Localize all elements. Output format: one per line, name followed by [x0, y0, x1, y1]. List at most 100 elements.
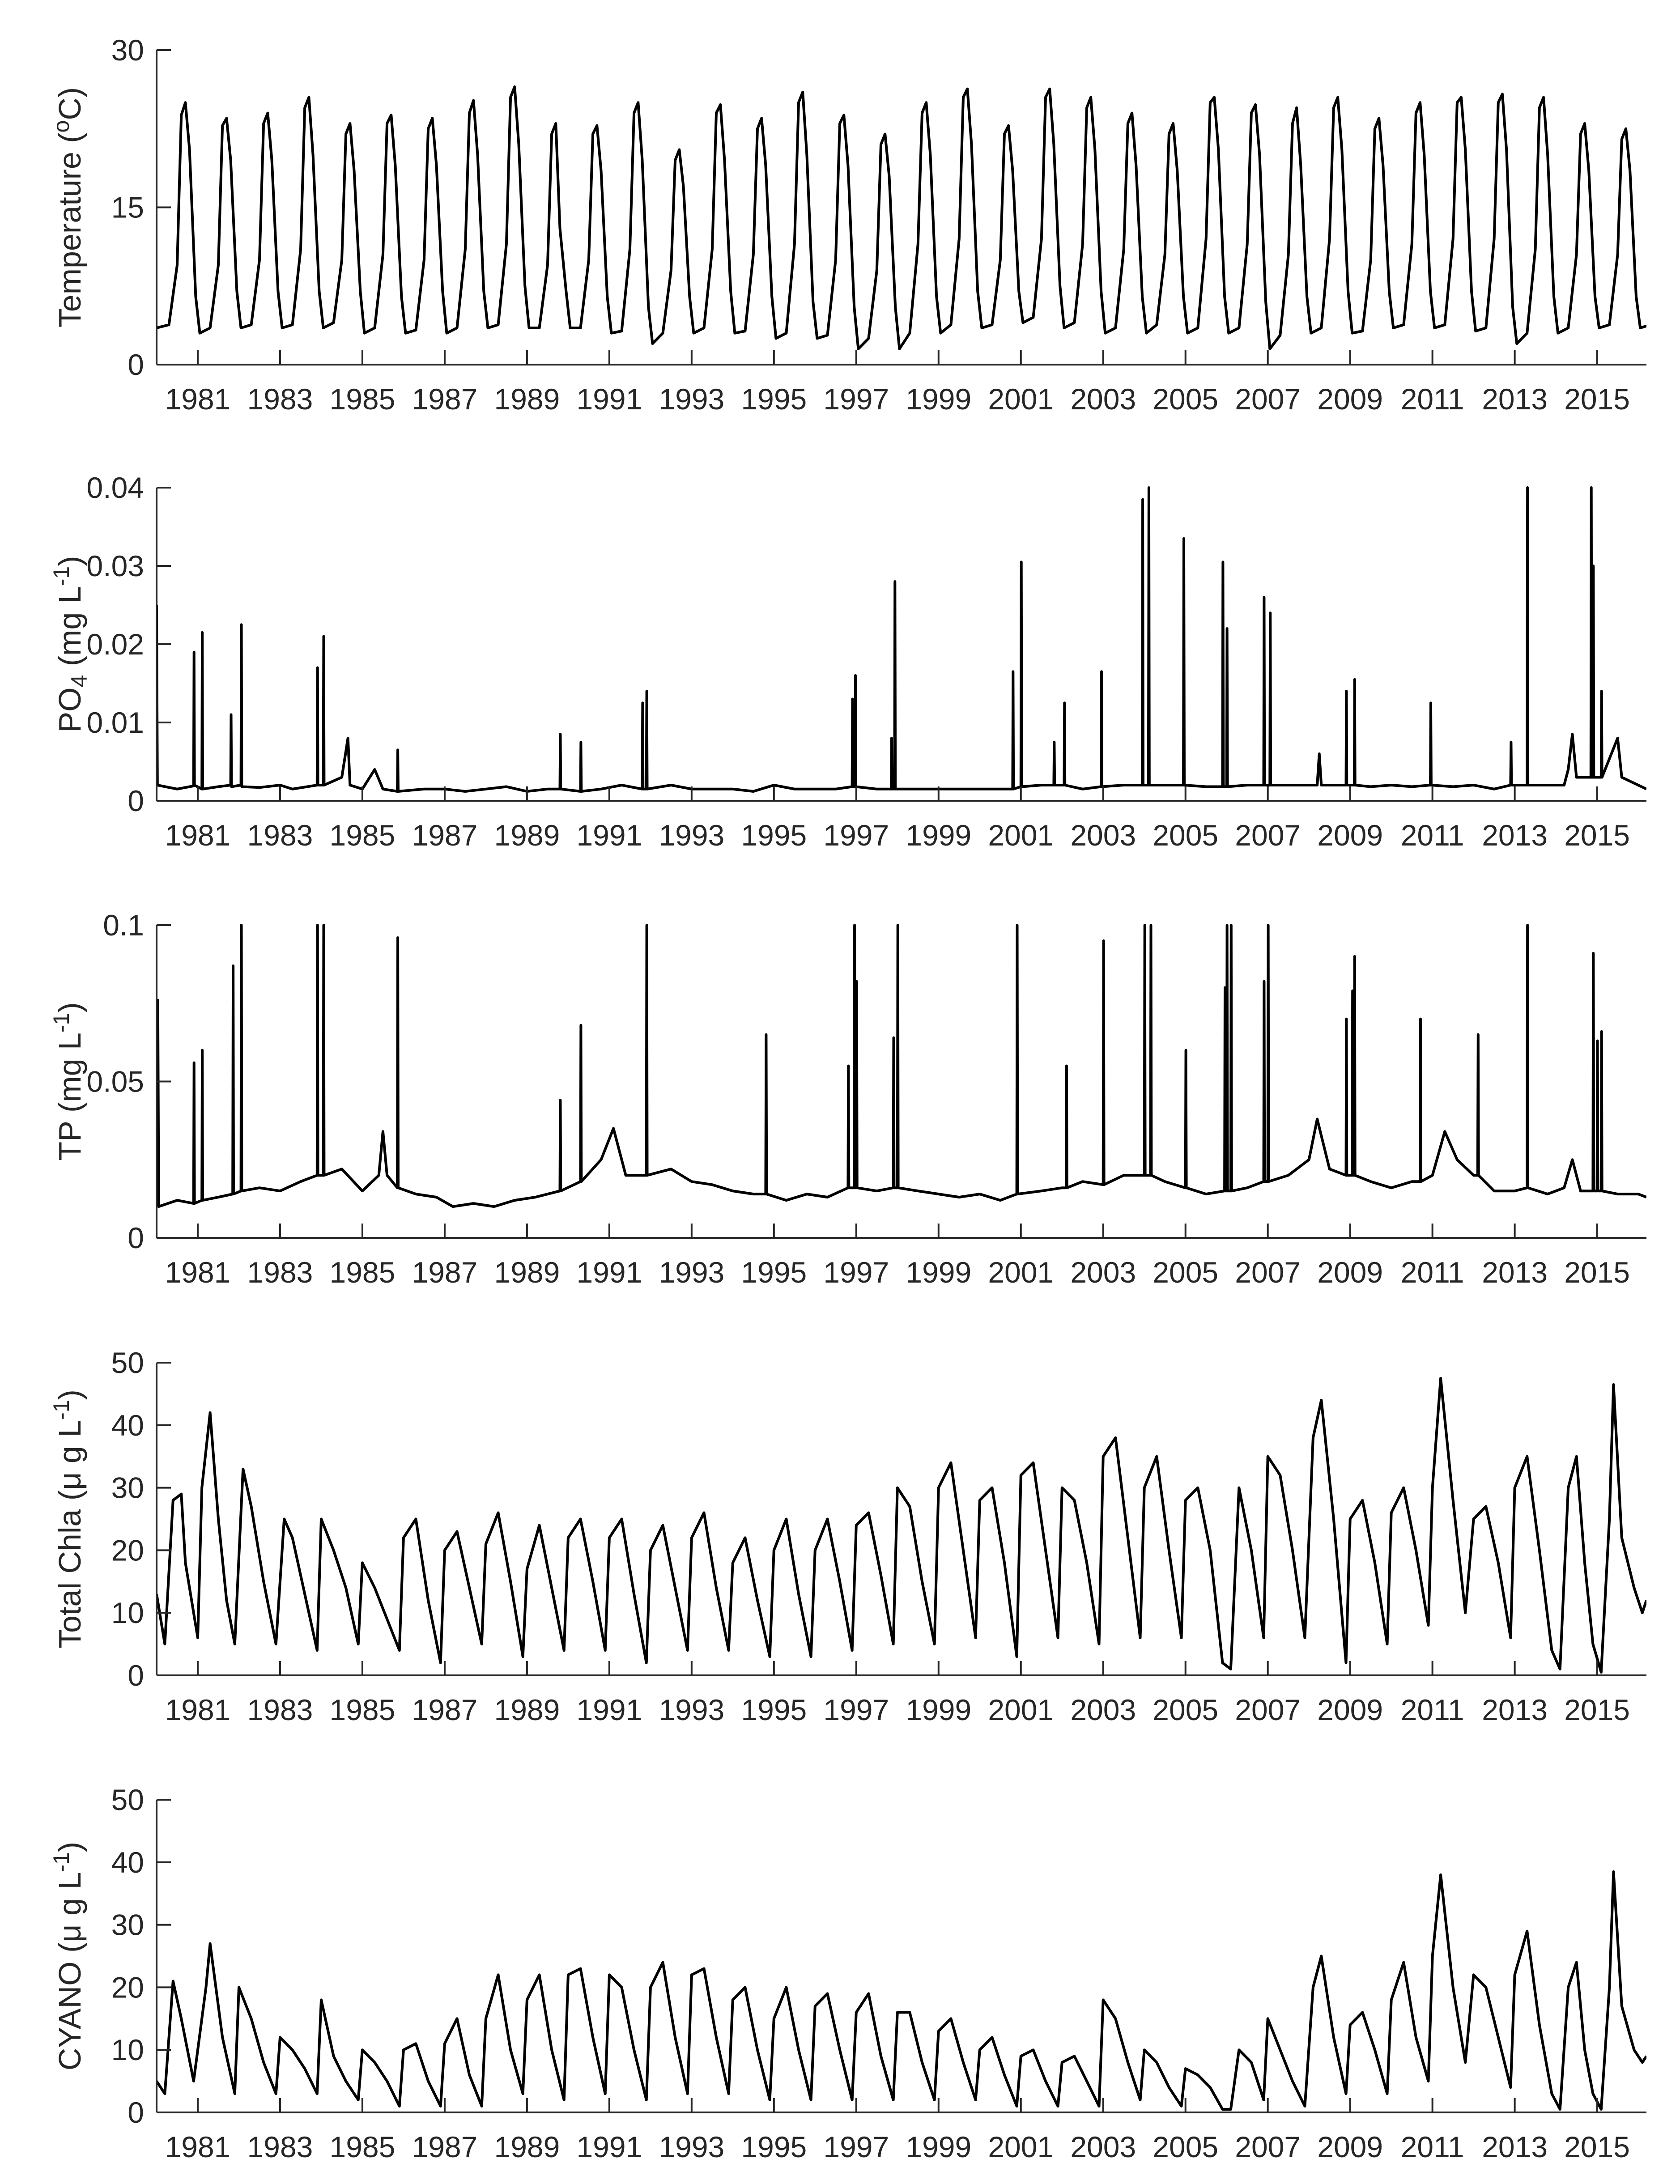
- po4-x-tick-label: 2005: [1153, 819, 1218, 852]
- cyano-x-tick-label: 1985: [330, 2130, 396, 2163]
- temperature-x-tick-label: 2005: [1153, 382, 1218, 416]
- total-chla-x-tick-label: 1997: [823, 1693, 889, 1726]
- total-chla-x-tick-label: 2013: [1482, 1693, 1548, 1726]
- po4-x-tick-label: 2015: [1564, 819, 1630, 852]
- tp-x-tick-label: 1981: [165, 1256, 231, 1289]
- po4-x-tick-label: 1997: [823, 819, 889, 852]
- po4-x-tick-label: 2003: [1070, 819, 1136, 852]
- temperature-x-tick-label: 2011: [1401, 382, 1464, 416]
- cyano-x-tick-label: 2013: [1482, 2130, 1548, 2163]
- total-chla-y-tick-label: 10: [111, 1596, 144, 1629]
- total-chla-x-tick-label: 2007: [1235, 1693, 1301, 1726]
- total-chla-y-tick-label: 50: [111, 1346, 144, 1379]
- cyano-y-tick-label: 20: [111, 1971, 144, 2004]
- po4-x-tick-label: 1989: [494, 819, 560, 852]
- tp-x-tick-label: 1999: [906, 1256, 971, 1289]
- total-chla-y-tick-label: 30: [111, 1471, 144, 1504]
- po4-panel: 0 0.01 0.02 0.03 0.04 1981 1983 1985 1987 1989 199…: [49, 471, 1646, 852]
- temperature-x-tick-label: 2003: [1070, 382, 1136, 416]
- total-chla-x-tick-label: 1993: [659, 1693, 724, 1726]
- temperature-y-axis-title: Temperature (oC): [49, 87, 87, 327]
- tp-x-tick-label: 2009: [1317, 1256, 1383, 1289]
- temperature-x-tick-label: 1987: [412, 382, 478, 416]
- cyano-x-tick-label: 1983: [247, 2130, 313, 2163]
- tp-x-tick-label: 2005: [1153, 1256, 1218, 1289]
- cyano-y-tick-label: 40: [111, 1846, 144, 1879]
- po4-x-tick-label: 1981: [165, 819, 231, 852]
- tp-x-tick-label: 1987: [412, 1256, 478, 1289]
- tp-y-axis-title: TP (mg L-1): [49, 1002, 87, 1160]
- po4-y-tick-label: 0: [128, 784, 144, 817]
- cyano-y-axis-title: CYANO (μ g L-1): [49, 1842, 87, 2070]
- tp-x-tick-label: 1985: [330, 1256, 396, 1289]
- total-chla-x-tick-label: 2001: [988, 1693, 1054, 1726]
- temperature-x-tick-label: 2007: [1235, 382, 1301, 416]
- total-chla-y-axis-title: Total Chla (μ g L-1): [49, 1389, 87, 1649]
- temperature-x-tick-label: 2013: [1482, 382, 1548, 416]
- po4-y-axis-title: PO4 (mg L-1): [49, 556, 92, 732]
- po4-y-tick-label: 0.02: [87, 628, 144, 661]
- temperature-x-tick-label: 1993: [659, 382, 724, 416]
- total-chla-x-tick-label: 1991: [576, 1693, 642, 1726]
- po4-x-tick-label: 2001: [988, 819, 1054, 852]
- cyano-x-tick-label: 2009: [1317, 2130, 1383, 2163]
- po4-x-tick-label: 2007: [1235, 819, 1301, 852]
- total-chla-x-tick-label: 2003: [1070, 1693, 1136, 1726]
- cyano-x-tick-label: 2005: [1153, 2130, 1218, 2163]
- temperature-y-tick-label: 0: [128, 348, 144, 381]
- tp-x-tick-label: 1989: [494, 1256, 560, 1289]
- temperature-x-tick-label: 2001: [988, 382, 1054, 416]
- temperature-x-tick-label: 1995: [741, 382, 807, 416]
- po4-x-tick-label: 2011: [1401, 819, 1464, 852]
- temperature-y-tick-label: 30: [111, 34, 144, 67]
- cyano-y-tick-label: 10: [111, 2033, 144, 2066]
- po4-y-tick-label: 0.01: [87, 706, 144, 739]
- total-chla-panel: 0 10 20 30 40 50 1981 1983 1985 1987 1989 1991 1993 1…: [49, 1346, 1646, 1726]
- po4-x-tick-label: 1987: [412, 819, 478, 852]
- total-chla-x-tick-label: 1999: [906, 1693, 971, 1726]
- cyano-x-tick-label: 2003: [1070, 2130, 1136, 2163]
- tp-series-line: [157, 924, 1646, 1208]
- cyano-x-tick-label: 2007: [1235, 2130, 1301, 2163]
- po4-x-tick-label: 1999: [906, 819, 971, 852]
- cyano-x-tick-label: 1993: [659, 2130, 724, 2163]
- cyano-y-tick-label: 0: [128, 2096, 144, 2129]
- cyano-x-tick-label: 2015: [1564, 2130, 1630, 2163]
- total-chla-x-tick-label: 2009: [1317, 1693, 1383, 1726]
- tp-x-tick-label: 1995: [741, 1256, 807, 1289]
- cyano-x-tick-label: 1991: [576, 2130, 642, 2163]
- cyano-x-tick-label: 1981: [165, 2130, 231, 2163]
- temperature-x-tick-label: 1989: [494, 382, 560, 416]
- total-chla-y-tick-label: 40: [111, 1409, 144, 1442]
- tp-x-tick-label: 2011: [1401, 1256, 1464, 1289]
- total-chla-x-tick-label: 1989: [494, 1693, 560, 1726]
- cyano-x-tick-label: 1997: [823, 2130, 889, 2163]
- temperature-panel: 0 15 30 1981 1983 1985 1987 1989 1991 1993 1995 199…: [49, 34, 1646, 416]
- tp-x-tick-label: 2003: [1070, 1256, 1136, 1289]
- tp-y-tick-label: 0.1: [103, 909, 144, 942]
- total-chla-x-tick-label: 1987: [412, 1693, 478, 1726]
- cyano-x-tick-label: 2011: [1401, 2130, 1464, 2163]
- total-chla-x-tick-label: 2015: [1564, 1693, 1630, 1726]
- temperature-x-tick-label: 1983: [247, 382, 313, 416]
- temperature-x-tick-label: 1981: [165, 382, 231, 416]
- temperature-series-line: [157, 85, 1646, 350]
- po4-x-tick-label: 2013: [1482, 819, 1548, 852]
- tp-y-tick-label: 0.05: [87, 1065, 144, 1098]
- tp-x-tick-label: 2001: [988, 1256, 1054, 1289]
- cyano-x-tick-label: 1999: [906, 2130, 971, 2163]
- tp-x-tick-label: 2015: [1564, 1256, 1630, 1289]
- tp-x-tick-label: 1983: [247, 1256, 313, 1289]
- tp-y-tick-label: 0: [128, 1221, 144, 1254]
- po4-x-tick-label: 1995: [741, 819, 807, 852]
- cyano-y-tick-label: 50: [111, 1783, 144, 1816]
- total-chla-x-tick-label: 2005: [1153, 1693, 1218, 1726]
- po4-series-line: [157, 486, 1646, 793]
- cyano-x-tick-label: 1987: [412, 2130, 478, 2163]
- cyano-x-tick-label: 1989: [494, 2130, 560, 2163]
- tp-x-tick-label: 2013: [1482, 1256, 1548, 1289]
- temperature-x-tick-label: 2009: [1317, 382, 1383, 416]
- temperature-x-tick-label: 1997: [823, 382, 889, 416]
- tp-x-tick-label: 2007: [1235, 1256, 1301, 1289]
